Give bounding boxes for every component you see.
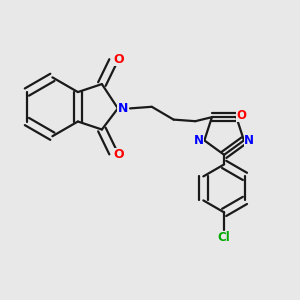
Text: O: O bbox=[236, 109, 247, 122]
Text: N: N bbox=[118, 102, 128, 115]
Text: O: O bbox=[113, 53, 124, 66]
Text: O: O bbox=[113, 148, 124, 161]
Text: N: N bbox=[194, 134, 204, 147]
Text: N: N bbox=[244, 134, 254, 147]
Text: Cl: Cl bbox=[218, 231, 230, 244]
